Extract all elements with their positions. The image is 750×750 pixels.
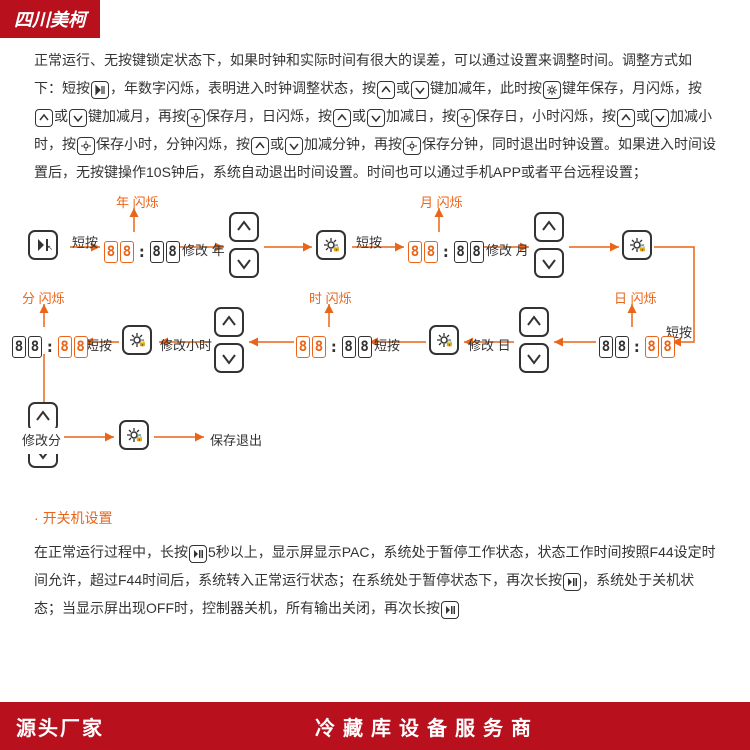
label-short-press: 短按 xyxy=(374,333,400,359)
up-icon xyxy=(519,307,549,337)
text: 保存小时，分钟闪烁，按 xyxy=(96,136,250,152)
label-day-blink: 日 闪烁 xyxy=(614,286,657,312)
gear-icon xyxy=(403,137,421,155)
text: 或 xyxy=(54,108,68,124)
text: 键加减月，再按 xyxy=(88,108,186,124)
up-icon xyxy=(214,307,244,337)
node-gear-day: 🔒 xyxy=(429,325,459,355)
gear-icon: 🔒 xyxy=(122,325,152,355)
text: 或 xyxy=(352,108,366,124)
gear-icon xyxy=(77,137,95,155)
section-power-title: 开关机设置 xyxy=(34,504,716,532)
node-seg-month: 88:88 xyxy=(408,236,484,268)
down-icon xyxy=(69,109,87,127)
label-short-press: 短按 xyxy=(86,333,112,359)
text: 键加减年，此时按 xyxy=(430,80,542,96)
node-gear-month: 🔒 xyxy=(622,230,652,260)
label-short-press: 短按 xyxy=(356,230,382,256)
footer-left: 源头厂家 xyxy=(0,712,104,741)
page-content: 正常运行、无按键锁定状态下，如果时钟和实际时间有很大的误差，可以通过设置来调整时… xyxy=(0,38,750,622)
para-power-setting: 在正常运行过程中，长按5秒以上，显示屏显示PAC，系统处于暂停工作状态，状态工作… xyxy=(34,538,716,622)
node-updown-hour xyxy=(214,307,244,373)
label-month-blink: 月 闪烁 xyxy=(420,190,463,216)
node-updown-day xyxy=(519,307,549,373)
label-save-exit: 保存退出 xyxy=(210,428,262,454)
node-gear-hour: 🔒 xyxy=(122,325,152,355)
footer-bar: 源头厂家 冷藏库设备服务商 xyxy=(0,702,750,750)
gear-icon: 🔒 xyxy=(622,230,652,260)
gear-icon xyxy=(457,109,475,127)
gear-icon: 🔒 xyxy=(429,325,459,355)
node-seg-year: 88:88 xyxy=(104,236,180,268)
up-icon xyxy=(229,212,259,242)
up-icon xyxy=(333,109,351,127)
text: 或 xyxy=(270,136,284,152)
label-mod-hour: 修改小时 xyxy=(160,333,212,359)
down-icon xyxy=(534,248,564,278)
label-mod-month: 修改 月 xyxy=(486,238,529,264)
node-gear-min: 🔒 xyxy=(119,420,149,450)
down-icon xyxy=(229,248,259,278)
node-seg-hour: 88:88 xyxy=(296,331,372,363)
node-gear-year: 🔒 xyxy=(316,230,346,260)
play-pause-icon xyxy=(563,573,581,591)
text: 或 xyxy=(396,80,410,96)
text: ，年数字闪烁，表明进入时钟调整状态，按 xyxy=(110,80,376,96)
up-icon xyxy=(35,109,53,127)
clock-flow-diagram: ↖ 短按 88:88 年 闪烁 修改 年 🔒 短按 88:88 月 闪烁 修改 … xyxy=(34,192,716,482)
down-icon xyxy=(651,109,669,127)
gear-icon xyxy=(187,109,205,127)
node-seg-day: 88:88 xyxy=(599,331,675,363)
play-pause-icon xyxy=(189,545,207,563)
gear-icon: 🔒 xyxy=(316,230,346,260)
para-clock-setting: 正常运行、无按键锁定状态下，如果时钟和实际时间有很大的误差，可以通过设置来调整时… xyxy=(34,46,716,186)
play-pause-icon: ↖ xyxy=(28,230,58,260)
text: 在正常运行过程中，长按 xyxy=(34,544,188,560)
node-updown-month xyxy=(534,212,564,278)
node-play: ↖ xyxy=(28,230,58,260)
text: 加减日，按 xyxy=(386,108,456,124)
up-icon xyxy=(617,109,635,127)
text: 保存月，日闪烁，按 xyxy=(206,108,332,124)
label-hour-blink: 时 闪烁 xyxy=(309,286,352,312)
up-icon xyxy=(251,137,269,155)
text: 加减分钟，再按 xyxy=(304,136,402,152)
gear-icon xyxy=(543,81,561,99)
up-icon xyxy=(377,81,395,99)
label-mod-min: 修改分 xyxy=(22,428,61,454)
node-seg-min: 88:88 xyxy=(12,331,88,363)
footer-right: 冷藏库设备服务商 xyxy=(104,712,750,741)
text: 键年保存，月闪烁，按 xyxy=(562,80,702,96)
gear-icon: 🔒 xyxy=(119,420,149,450)
down-icon xyxy=(285,137,303,155)
down-icon xyxy=(411,81,429,99)
up-icon xyxy=(534,212,564,242)
label-year-blink: 年 闪烁 xyxy=(116,190,159,216)
label-short-press: 短按 xyxy=(72,230,98,256)
text: 或 xyxy=(636,108,650,124)
down-icon xyxy=(519,343,549,373)
down-icon xyxy=(367,109,385,127)
text: 保存日，小时闪烁，按 xyxy=(476,108,616,124)
down-icon xyxy=(214,343,244,373)
label-mod-year: 修改 年 xyxy=(182,238,225,264)
label-min-blink: 分 闪烁 xyxy=(22,286,65,312)
label-mod-day: 修改 日 xyxy=(468,333,511,359)
brand-badge: 四川美柯 xyxy=(0,0,100,38)
node-updown-year xyxy=(229,212,259,278)
play-pause-icon xyxy=(91,81,109,99)
play-pause-icon xyxy=(441,601,459,619)
